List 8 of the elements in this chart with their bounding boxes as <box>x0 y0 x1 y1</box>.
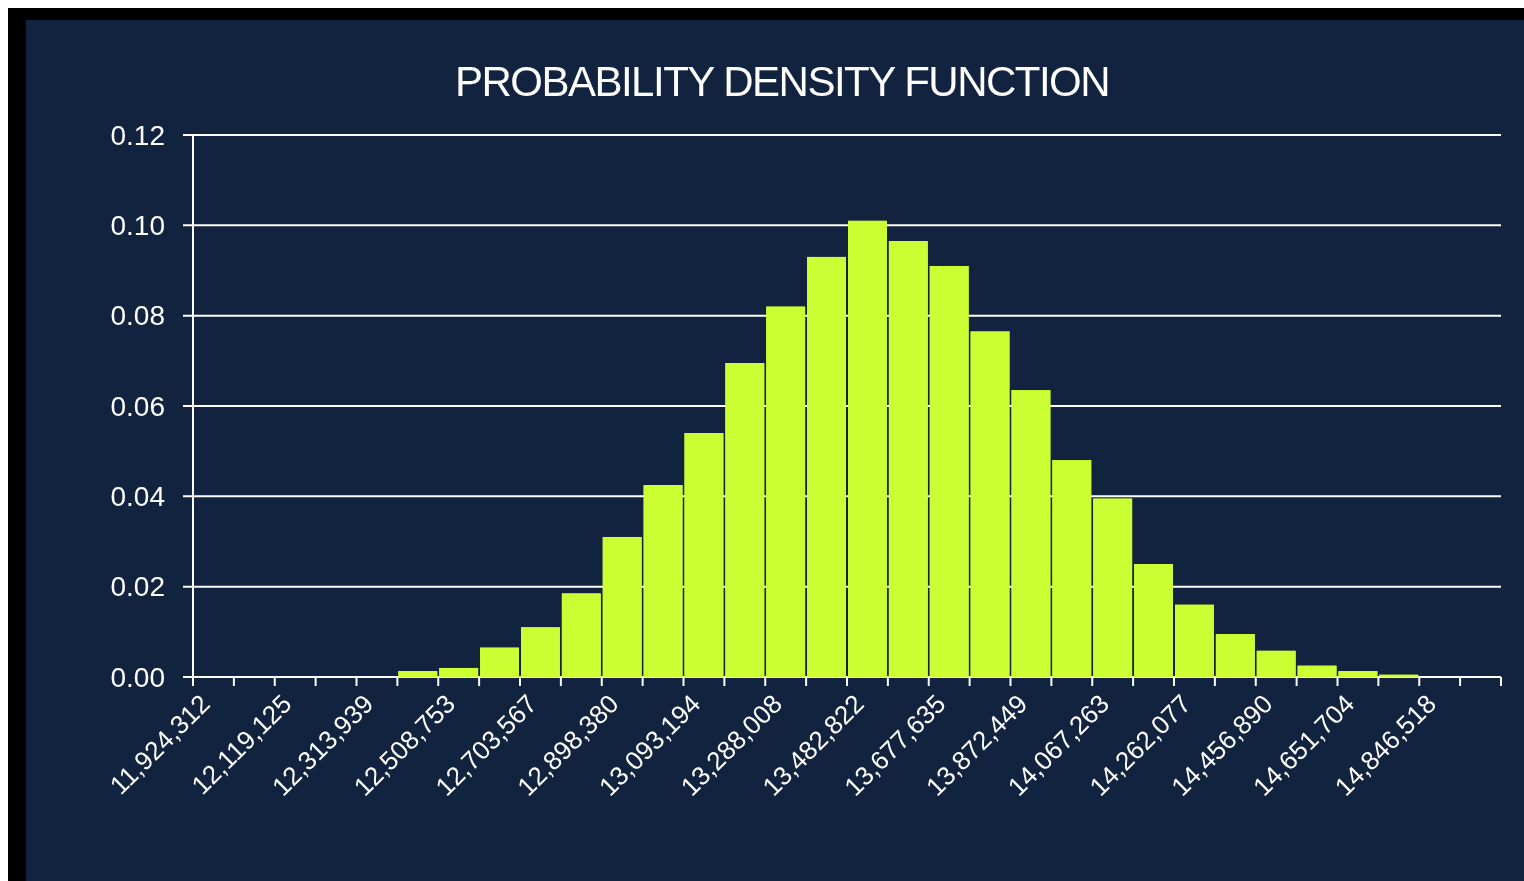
chart-title: PROBABILITY DENSITY FUNCTION <box>454 58 1110 105</box>
y-tick-label: 0.12 <box>110 119 165 151</box>
y-tick-label: 0.00 <box>110 661 165 693</box>
y-tick-label: 0.10 <box>110 210 165 242</box>
y-tick-label: 0.08 <box>110 300 165 332</box>
y-tick-label: 0.04 <box>110 481 165 513</box>
y-tick-label: 0.06 <box>110 390 165 422</box>
y-tick-label: 0.02 <box>110 571 165 603</box>
